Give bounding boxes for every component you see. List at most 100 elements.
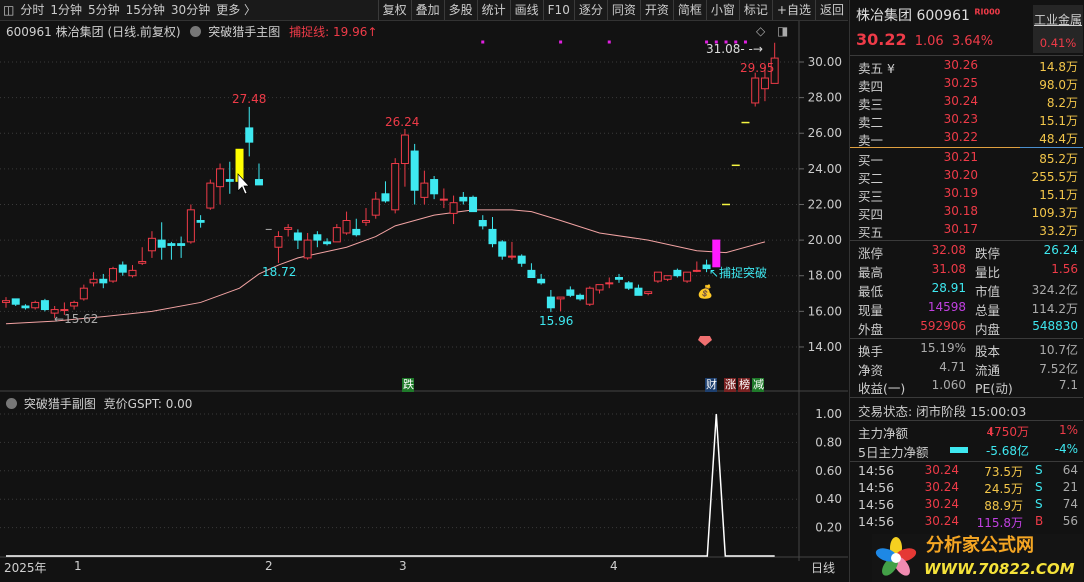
candle[interactable]	[323, 238, 332, 246]
candle[interactable]	[371, 192, 380, 219]
candle[interactable]	[507, 241, 516, 260]
candle[interactable]	[614, 273, 623, 283]
candle[interactable]	[206, 179, 215, 210]
diamond-icon[interactable]	[698, 336, 712, 346]
candle[interactable]	[391, 158, 400, 214]
candle[interactable]	[21, 304, 30, 310]
event-marker[interactable]: 减	[752, 378, 764, 392]
candle[interactable]	[167, 241, 176, 260]
toolbar-button[interactable]: 统计	[476, 0, 510, 20]
money-bag-icon[interactable]: 💰	[697, 285, 714, 300]
indicator-name[interactable]: 突破猎手主图	[208, 25, 281, 39]
toolbar-button[interactable]: 同资	[606, 0, 640, 20]
event-marker[interactable]: 榜	[738, 378, 750, 392]
candle[interactable]	[605, 277, 614, 289]
candle[interactable]	[89, 272, 98, 287]
candle[interactable]	[576, 293, 585, 301]
sector-box[interactable]: 工业金属 0.41%	[1033, 5, 1083, 53]
toolbar-button[interactable]: 多股	[443, 0, 477, 20]
candle[interactable]	[177, 236, 186, 258]
candle[interactable]	[186, 204, 195, 244]
candle[interactable]	[40, 298, 49, 312]
candle[interactable]	[157, 222, 166, 260]
event-marker[interactable]: 跌	[402, 378, 414, 392]
candle[interactable]	[128, 265, 137, 278]
indicator-dropdown-icon[interactable]	[6, 398, 17, 409]
candle[interactable]	[254, 163, 263, 186]
candle[interactable]	[770, 42, 779, 84]
toolbar-button[interactable]: +自选	[771, 0, 815, 20]
toolbar-button[interactable]: 开资	[639, 0, 673, 20]
panel-toggle-icon[interactable]: ◨	[777, 24, 789, 38]
candle[interactable]	[274, 231, 283, 263]
panel-toggle-icon[interactable]: ◫	[3, 2, 15, 17]
candle[interactable]	[624, 281, 633, 290]
candle[interactable]	[342, 211, 351, 235]
candle[interactable]	[31, 300, 40, 310]
candle[interactable]	[410, 143, 419, 205]
candle[interactable]	[284, 224, 293, 237]
sector-name[interactable]: 工业金属	[1033, 13, 1082, 27]
candle[interactable]	[673, 268, 682, 278]
candle[interactable]	[692, 261, 701, 273]
indicator-dropdown-icon[interactable]	[190, 26, 202, 37]
period-tab[interactable]: 5分钟	[88, 2, 120, 17]
candle[interactable]	[683, 271, 692, 283]
candle[interactable]	[459, 192, 468, 205]
period-label[interactable]: 日线	[811, 561, 836, 575]
candle[interactable]	[478, 215, 487, 230]
candle[interactable]	[332, 224, 341, 243]
candle[interactable]	[585, 286, 594, 306]
candle[interactable]	[147, 231, 156, 258]
candle[interactable]	[293, 229, 302, 250]
candle[interactable]	[556, 296, 565, 312]
toolbar-button[interactable]: 标记	[738, 0, 772, 20]
candle[interactable]	[498, 240, 507, 260]
candle[interactable]	[488, 216, 497, 248]
candle[interactable]	[79, 284, 88, 301]
candle[interactable]	[196, 215, 205, 228]
candle[interactable]	[653, 271, 662, 283]
candle[interactable]	[566, 286, 575, 298]
candle[interactable]	[400, 128, 409, 187]
candle[interactable]	[245, 106, 254, 157]
candle[interactable]	[313, 231, 322, 248]
candle[interactable]	[546, 289, 555, 313]
candle[interactable]	[712, 239, 721, 268]
sub-indicator-name[interactable]: 突破猎手副图	[23, 397, 96, 411]
toolbar-button[interactable]: 返回	[814, 0, 848, 20]
candle[interactable]	[60, 302, 69, 315]
candle[interactable]	[216, 163, 225, 205]
candle[interactable]	[751, 72, 760, 107]
toolbar-button[interactable]: 画线	[509, 0, 543, 20]
candle[interactable]	[760, 67, 769, 102]
candle[interactable]	[109, 266, 118, 283]
candle[interactable]	[11, 298, 20, 306]
candle[interactable]	[537, 273, 546, 285]
capital-list-icon[interactable]	[990, 428, 991, 435]
candle[interactable]	[70, 300, 79, 310]
candle[interactable]	[303, 232, 312, 260]
candle[interactable]	[99, 273, 108, 289]
diamond-outline-icon[interactable]: ◇	[756, 24, 766, 38]
candle[interactable]	[634, 284, 643, 296]
candle[interactable]	[352, 218, 361, 237]
candle[interactable]	[663, 275, 672, 282]
period-tab[interactable]: 30分钟	[170, 2, 211, 17]
candle[interactable]	[420, 170, 429, 205]
toolbar-button[interactable]: 逐分	[573, 0, 607, 20]
candle[interactable]	[644, 291, 653, 296]
candle[interactable]	[118, 261, 127, 276]
period-tab[interactable]: 1分钟	[50, 2, 82, 17]
candle[interactable]	[50, 305, 59, 319]
period-tab[interactable]: 分时	[20, 2, 45, 17]
candle[interactable]	[138, 247, 147, 266]
candle[interactable]	[381, 181, 390, 203]
toolbar-button[interactable]: F10	[542, 0, 574, 20]
candle[interactable]	[527, 263, 536, 279]
toolbar-button[interactable]: 叠加	[410, 0, 444, 20]
kline-chart[interactable]: 30.00 28.00 26.00 24.00 22.00 20.00 18.00 16.00…	[0, 21, 848, 561]
candle[interactable]	[2, 297, 10, 308]
candle[interactable]	[439, 188, 448, 209]
candle[interactable]	[362, 208, 371, 226]
